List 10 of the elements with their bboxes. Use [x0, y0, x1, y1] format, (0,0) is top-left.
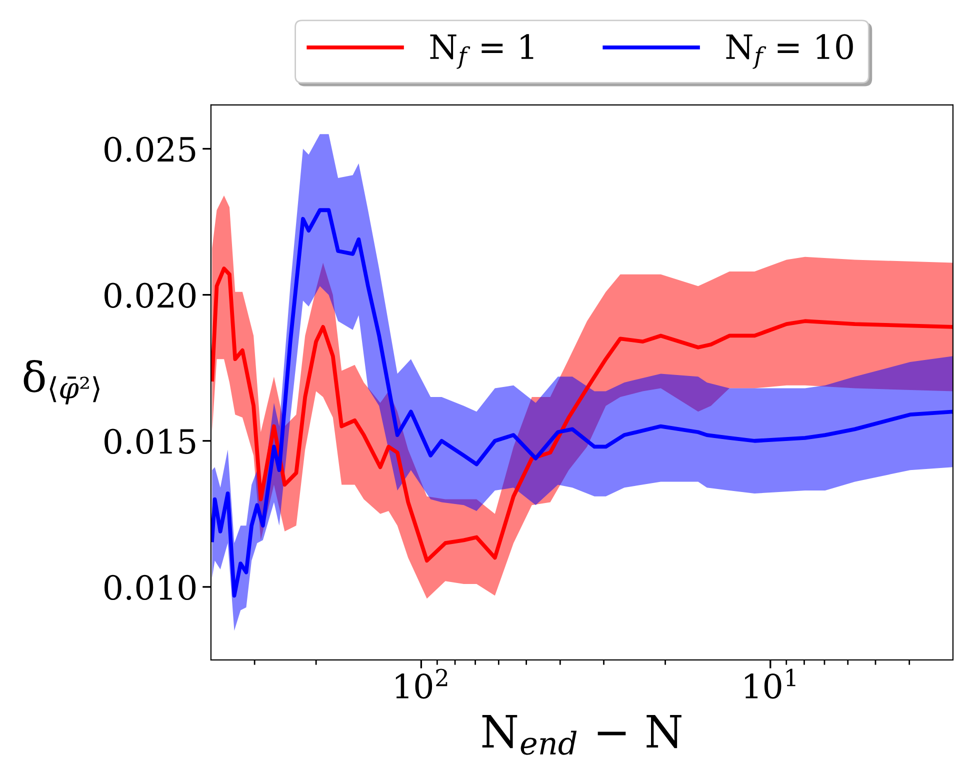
- y-tick-label: 0.015: [104, 428, 196, 454]
- y-tick-label: 0.020: [104, 282, 196, 308]
- y-tick-label: 0.025: [104, 136, 196, 162]
- y-tick-label: 0.010: [104, 574, 196, 600]
- legend-label: N$_{f}$ = 10: [726, 34, 853, 69]
- x-tick-label: 10$^{1}$: [745, 668, 796, 699]
- x-tick-label: 10$^{2}$: [396, 668, 448, 699]
- y-axis-title: δ$_{⟨φ̄²⟩}$: [24, 360, 100, 404]
- legend-label: N$_{f}$ = 1: [430, 34, 534, 69]
- x-axis-title: N$_{end}$ − N: [482, 715, 682, 755]
